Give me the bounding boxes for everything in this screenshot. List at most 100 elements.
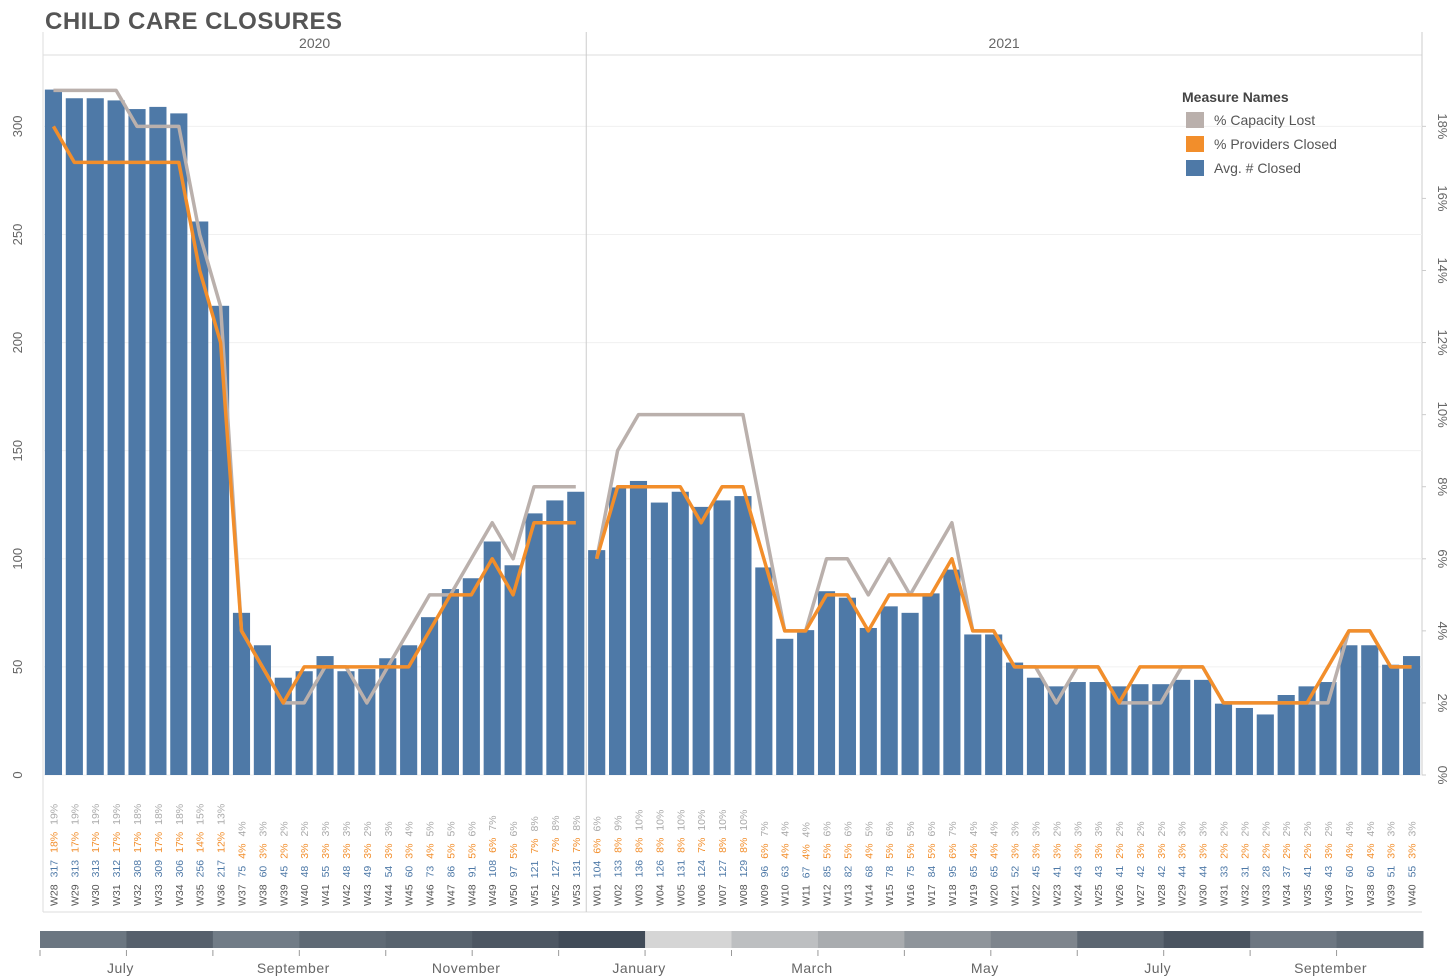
week-label: W30 bbox=[90, 884, 102, 906]
avg-closed-label: 121 bbox=[529, 861, 541, 879]
providers-closed-label: 4% bbox=[968, 844, 980, 859]
x-tick-label: W08 129 8% 10% bbox=[738, 810, 750, 906]
capacity-lost-label: 3% bbox=[341, 821, 353, 836]
avg-closed-label: 65 bbox=[968, 866, 980, 878]
avg-closed-label: 37 bbox=[1281, 866, 1293, 878]
bar bbox=[337, 671, 355, 775]
month-band bbox=[126, 931, 214, 948]
bar bbox=[1047, 686, 1065, 775]
bar bbox=[964, 634, 982, 775]
providers-closed-label: 3% bbox=[1051, 844, 1063, 859]
week-label: W01 bbox=[592, 884, 604, 906]
bar bbox=[838, 597, 856, 775]
providers-closed-label: 6% bbox=[487, 838, 499, 853]
avg-closed-label: 85 bbox=[822, 866, 834, 878]
legend-label: % Providers Closed bbox=[1214, 136, 1337, 152]
month-band bbox=[40, 931, 127, 948]
x-tick-label: W45 60 3% 4% bbox=[404, 821, 416, 906]
bar bbox=[817, 591, 836, 775]
week-label: W14 bbox=[863, 884, 875, 906]
x-tick-label: W34 306 17% 18% bbox=[174, 804, 186, 906]
x-tick-label: W43 49 3% 2% bbox=[362, 821, 374, 906]
bar bbox=[400, 645, 418, 775]
avg-closed-label: 129 bbox=[738, 860, 750, 878]
capacity-lost-label: 7% bbox=[487, 816, 499, 831]
month-band bbox=[904, 931, 992, 948]
x-tick-label: W42 48 3% 3% bbox=[341, 821, 353, 906]
avg-closed-label: 43 bbox=[1323, 866, 1335, 878]
providers-closed-label: 3% bbox=[320, 844, 332, 859]
week-label: W35 bbox=[1302, 884, 1314, 906]
x-tick-label: W41 55 3% 3% bbox=[320, 821, 332, 906]
capacity-lost-label: 8% bbox=[571, 816, 583, 831]
week-label: W43 bbox=[362, 884, 374, 906]
providers-closed-label: 3% bbox=[1407, 844, 1419, 859]
x-tick-label: W38 60 4% 4% bbox=[1365, 821, 1377, 906]
bar bbox=[1235, 707, 1253, 775]
capacity-lost-label: 2% bbox=[299, 821, 311, 836]
bar bbox=[191, 221, 209, 776]
x-tick-label: W31 312 17% 19% bbox=[111, 804, 123, 906]
bar bbox=[650, 502, 668, 775]
capacity-lost-label: 2% bbox=[1135, 821, 1147, 836]
x-tick-label: W33 309 17% 18% bbox=[153, 804, 165, 906]
capacity-lost-label: 15% bbox=[195, 804, 207, 825]
capacity-lost-label: 18% bbox=[132, 804, 144, 825]
providers-closed-label: 5% bbox=[926, 844, 938, 859]
month-label: May bbox=[971, 960, 999, 976]
providers-closed-label: 4% bbox=[1365, 844, 1377, 859]
bar bbox=[86, 98, 104, 776]
x-tick-label: W05 131 8% 10% bbox=[675, 810, 687, 906]
month-label: November bbox=[432, 960, 501, 976]
x-tick-label: W04 126 8% 10% bbox=[654, 810, 666, 906]
month-label: March bbox=[791, 960, 832, 976]
month-band bbox=[990, 931, 1078, 948]
avg-closed-label: 313 bbox=[90, 860, 102, 878]
avg-closed-label: 48 bbox=[341, 866, 353, 878]
capacity-lost-label: 19% bbox=[48, 804, 60, 825]
x-tick-label: W16 75 5% 5% bbox=[905, 821, 917, 906]
bar bbox=[1110, 686, 1128, 775]
week-label: W10 bbox=[780, 884, 792, 906]
bar bbox=[316, 656, 334, 775]
y-tick-label: 0 bbox=[10, 771, 25, 778]
avg-closed-label: 97 bbox=[508, 866, 520, 878]
capacity-lost-label: 2% bbox=[1260, 821, 1272, 836]
bar bbox=[629, 480, 648, 775]
week-label: W17 bbox=[926, 884, 938, 906]
capacity-lost-label: 10% bbox=[675, 810, 687, 831]
x-tick-label: W14 68 4% 5% bbox=[863, 821, 875, 906]
x-tick-label: W30 44 3% 3% bbox=[1198, 821, 1210, 906]
y-tick-label: 250 bbox=[10, 224, 25, 246]
legend-label: Avg. # Closed bbox=[1214, 160, 1301, 176]
bar bbox=[859, 627, 877, 775]
capacity-lost-label: 5% bbox=[905, 821, 917, 836]
y2-tick-label: 18% bbox=[1435, 113, 1449, 139]
capacity-lost-label: 3% bbox=[1010, 821, 1022, 836]
week-label: W31 bbox=[111, 884, 123, 906]
providers-closed-label: 3% bbox=[257, 844, 269, 859]
capacity-lost-label: 2% bbox=[278, 821, 290, 836]
month-label: September bbox=[257, 960, 330, 976]
bar bbox=[128, 109, 146, 775]
providers-closed-label: 4% bbox=[989, 844, 1001, 859]
providers-closed-label: 3% bbox=[1156, 844, 1168, 859]
week-label: W02 bbox=[613, 884, 625, 906]
x-tick-label: W30 313 17% 19% bbox=[90, 804, 102, 906]
avg-closed-label: 45 bbox=[278, 866, 290, 878]
bar bbox=[692, 506, 710, 775]
capacity-lost-label: 10% bbox=[717, 810, 729, 831]
providers-closed-label: 4% bbox=[780, 844, 792, 859]
providers-closed-label: 3% bbox=[1135, 844, 1147, 859]
x-tick-label: W48 91 5% 6% bbox=[466, 821, 478, 906]
providers-closed-label: 6% bbox=[592, 838, 604, 853]
x-tick-label: W21 52 3% 3% bbox=[1010, 821, 1022, 906]
x-tick-label: W32 31 2% 2% bbox=[1239, 821, 1251, 906]
x-tick-label: W10 63 4% 4% bbox=[780, 821, 792, 906]
avg-closed-label: 75 bbox=[905, 866, 917, 878]
week-label: W51 bbox=[529, 884, 541, 906]
providers-closed-label: 5% bbox=[905, 844, 917, 859]
bar bbox=[880, 606, 898, 775]
providers-closed-label: 7% bbox=[529, 838, 541, 853]
